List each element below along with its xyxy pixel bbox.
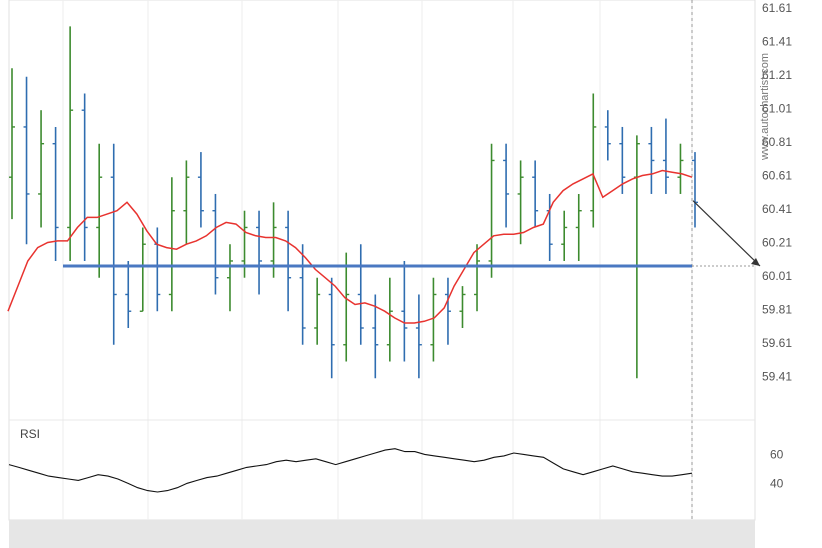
price-bar bbox=[401, 260, 408, 362]
price-bar bbox=[503, 143, 510, 228]
price-bar bbox=[386, 277, 393, 362]
price-bar bbox=[474, 244, 481, 312]
watermark: www.autochartist.com bbox=[759, 53, 771, 161]
rsi-line bbox=[8, 448, 693, 493]
price-bar bbox=[459, 286, 466, 328]
price-bar bbox=[604, 110, 611, 161]
price-bar bbox=[226, 244, 233, 312]
price-bar bbox=[561, 210, 568, 261]
price-bar bbox=[197, 152, 204, 228]
y-tick-label: 60.61 bbox=[762, 169, 792, 183]
price-bar bbox=[372, 294, 379, 379]
price-bar bbox=[285, 210, 292, 312]
y-tick-label: 61.21 bbox=[762, 68, 792, 82]
y-tick-label: 60.41 bbox=[762, 202, 792, 216]
price-bar bbox=[52, 126, 59, 261]
price-bar bbox=[125, 260, 132, 328]
rsi-label: RSI bbox=[20, 427, 40, 441]
y-tick-label: 60.81 bbox=[762, 135, 792, 149]
price-bar bbox=[357, 244, 364, 345]
price-bar bbox=[517, 160, 524, 245]
price-bar bbox=[139, 227, 146, 312]
price-bar bbox=[328, 277, 335, 379]
price-bar bbox=[444, 277, 451, 345]
price-bar bbox=[590, 93, 597, 228]
ma-line bbox=[7, 169, 693, 324]
price-bar bbox=[81, 93, 88, 261]
forecast-line bbox=[692, 200, 761, 267]
price-bar bbox=[430, 277, 437, 362]
price-bar bbox=[299, 244, 306, 345]
price-bar bbox=[488, 143, 495, 278]
plot-frame bbox=[8, 0, 756, 521]
price-bar bbox=[415, 294, 422, 379]
y-tick-label: 59.61 bbox=[762, 336, 792, 350]
x-axis-band bbox=[9, 520, 755, 548]
price-bar bbox=[110, 143, 117, 345]
price-bar bbox=[212, 193, 219, 295]
price-bars bbox=[9, 26, 698, 379]
price-bar bbox=[575, 193, 582, 261]
rsi-tick-label: 40 bbox=[770, 476, 784, 490]
price-bar bbox=[96, 143, 103, 278]
y-tick-label: 61.41 bbox=[762, 35, 792, 49]
price-bar bbox=[67, 26, 74, 261]
y-tick-label: 61.01 bbox=[762, 102, 792, 116]
y-tick-label: 59.81 bbox=[762, 303, 792, 317]
price-bar bbox=[648, 126, 655, 194]
price-bar bbox=[314, 277, 321, 345]
grid-lines bbox=[62, 0, 693, 520]
price-bar bbox=[183, 160, 190, 245]
forecast-arrowhead bbox=[751, 258, 760, 266]
y-tick-label: 60.21 bbox=[762, 236, 792, 250]
rsi-tick-label: 60 bbox=[770, 447, 784, 461]
y-tick-label: 59.41 bbox=[762, 370, 792, 384]
price-bar bbox=[619, 126, 626, 194]
rsi-panel: 60 40 bbox=[8, 419, 784, 493]
moving-average bbox=[7, 169, 693, 324]
price-bar bbox=[343, 252, 350, 362]
price-bar bbox=[532, 160, 539, 228]
price-bar bbox=[23, 76, 30, 245]
price-bar bbox=[256, 210, 263, 295]
price-bar bbox=[662, 118, 669, 194]
forecast-arrow bbox=[692, 200, 761, 267]
price-bar bbox=[677, 143, 684, 194]
price-bar bbox=[38, 110, 45, 228]
y-tick-label: 60.01 bbox=[762, 269, 792, 283]
price-bar bbox=[168, 177, 175, 312]
y-axis-ticks: 61.61 61.41 61.21 61.01 60.81 60.61 60.41 60.21… bbox=[762, 1, 792, 384]
price-bar bbox=[9, 68, 15, 220]
y-tick-label: 61.61 bbox=[762, 1, 792, 15]
